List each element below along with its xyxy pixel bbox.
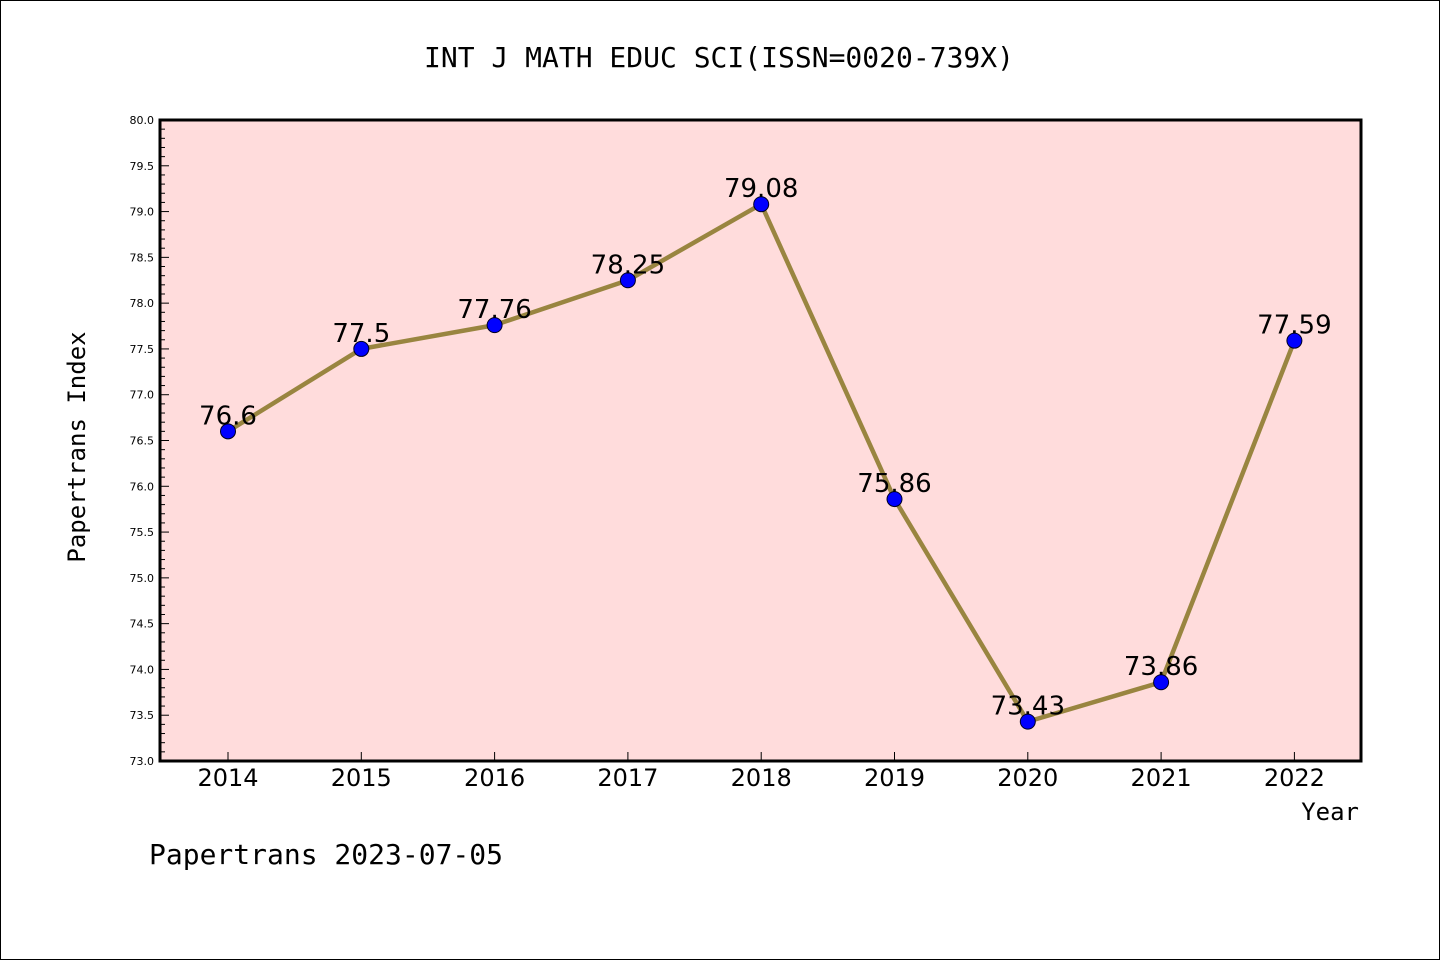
data-label: 77.76 [457, 295, 531, 325]
x-tick-label: 2016 [464, 764, 525, 792]
y-tick-label: 79.5 [130, 160, 155, 173]
x-tick-label: 2021 [1131, 764, 1192, 792]
y-tick-label: 77.0 [130, 389, 155, 402]
data-point [886, 491, 903, 508]
x-tick-label: 2017 [597, 764, 658, 792]
data-point [353, 340, 370, 357]
data-point [220, 423, 236, 440]
x-tick-label: 2019 [864, 764, 925, 792]
x-tick-label: 2015 [331, 764, 392, 792]
y-tick-label: 73.0 [130, 755, 155, 768]
plot-area [160, 120, 1361, 761]
series-markers [220, 196, 1303, 730]
data-labels: 76.6 77.5 77.76 78.25 79.08 75.86 73.43 73.86 77… [199, 174, 1332, 721]
data-point [619, 272, 636, 289]
y-tick-label: 77.5 [130, 343, 155, 356]
y-tick-label: 73.5 [130, 709, 155, 722]
y-tick-label: 78.0 [130, 297, 155, 310]
y-axis-label: Papertrans Index [63, 331, 91, 562]
data-label: 73.43 [991, 692, 1065, 722]
y-tick-label: 76.0 [130, 480, 155, 493]
y-axis-ticks: 73.0 73.5 74.0 74.5 75.0 75.5 76.0 76.5 77.0 77.5… [130, 114, 169, 768]
data-point [1019, 713, 1036, 730]
data-label: 78.25 [591, 250, 665, 280]
data-point [753, 196, 770, 213]
x-tick-label: 2022 [1264, 764, 1325, 792]
y-tick-label: 74.5 [130, 618, 155, 631]
x-tick-label: 2014 [197, 764, 258, 792]
x-tick-label: 2020 [997, 764, 1058, 792]
plot-frame [158, 118, 1363, 763]
data-label: 76.6 [199, 401, 257, 431]
y-tick-label: 80.0 [130, 114, 155, 127]
y-tick-label: 79.0 [130, 206, 155, 219]
data-label: 73.86 [1124, 652, 1198, 682]
y-tick-label: 76.5 [130, 435, 155, 448]
y-tick-label: 75.0 [130, 572, 155, 585]
data-point [1286, 332, 1303, 349]
data-label: 77.59 [1257, 311, 1331, 341]
chart-title: INT J MATH EDUC SCI(ISSN=0020-739X) [424, 41, 1014, 74]
data-label: 75.86 [857, 469, 931, 499]
y-tick-label: 78.5 [130, 251, 155, 264]
footer-date: Papertrans 2023-07-05 [149, 838, 503, 871]
data-point [1153, 674, 1170, 691]
data-point [486, 317, 503, 334]
x-tick-label: 2018 [731, 764, 792, 792]
data-label: 79.08 [724, 174, 798, 204]
x-axis-ticks: 2014 2015 2016 2017 2018 2019 2020 2021 2022 [197, 752, 1325, 792]
data-label: 77.5 [332, 319, 390, 349]
y-tick-label: 74.0 [130, 663, 155, 676]
y-tick-label: 75.5 [130, 526, 155, 539]
x-axis-label: Year [1301, 798, 1359, 826]
